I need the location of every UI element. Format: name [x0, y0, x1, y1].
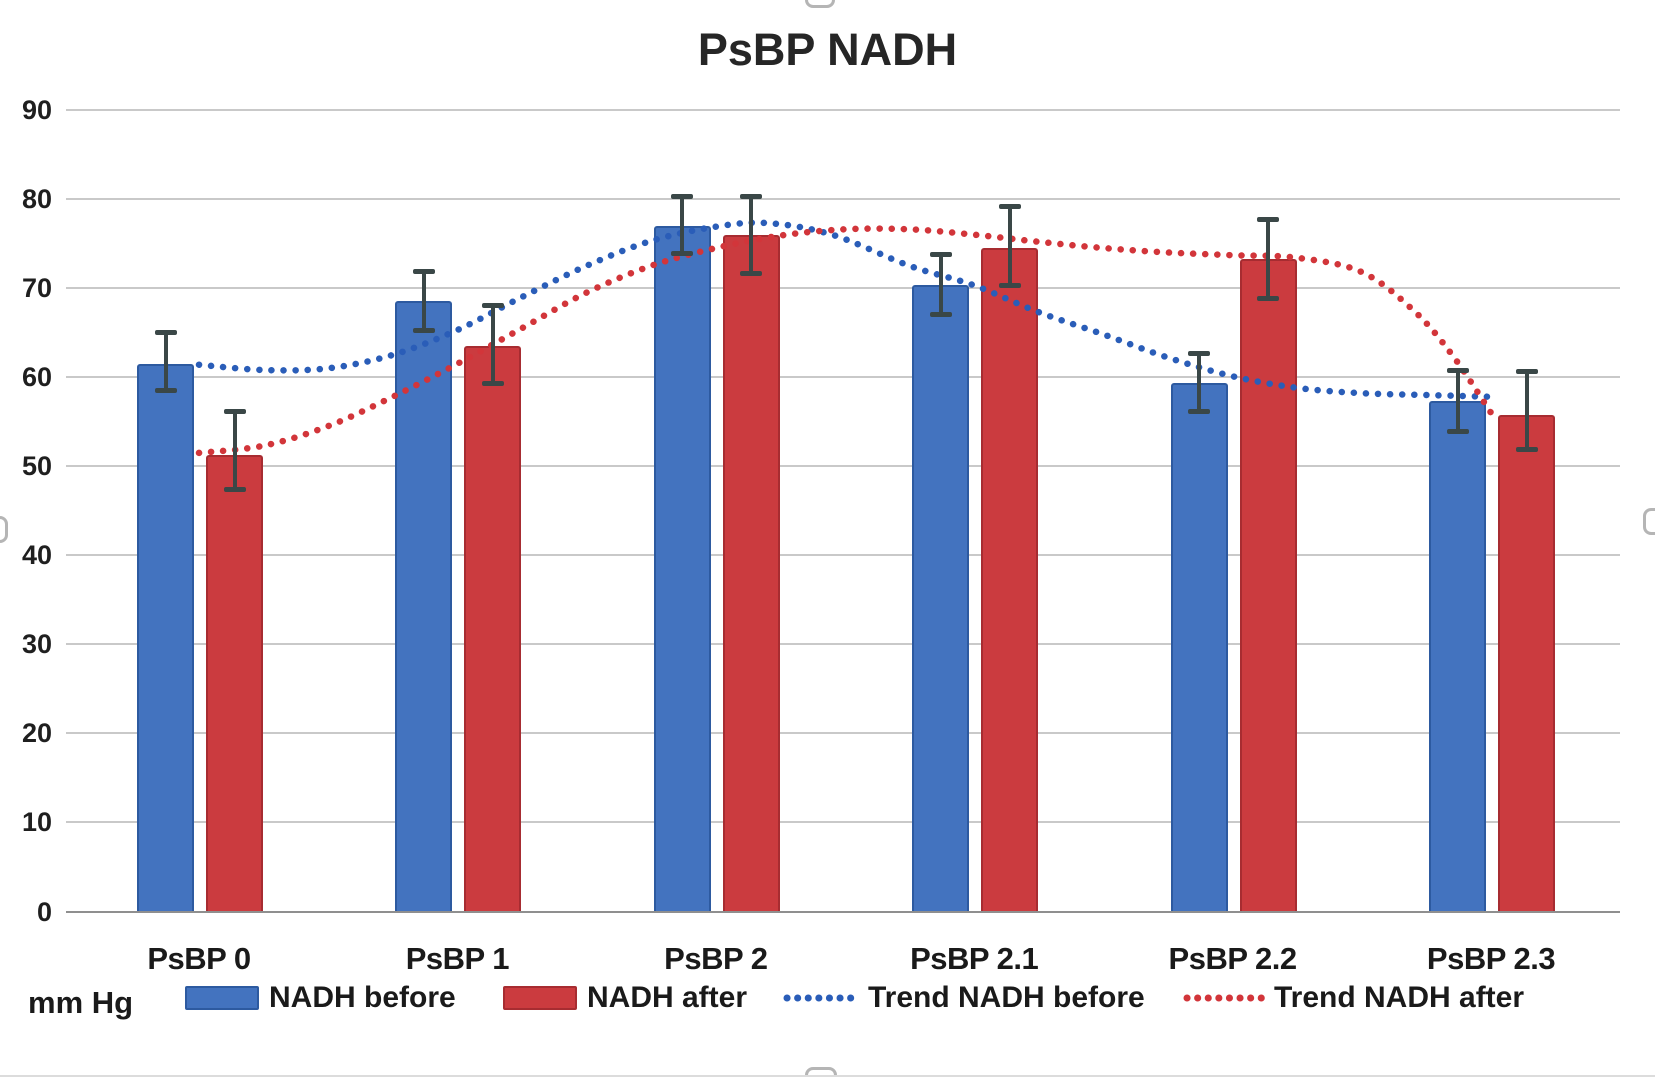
error-bar-before-5: [1455, 371, 1460, 430]
gridline-50: [66, 465, 1620, 468]
error-bar-before-4: [1197, 354, 1202, 411]
error-cap-bottom: [929, 312, 952, 318]
error-cap-bottom: [671, 251, 694, 257]
error-bar-before-3: [938, 256, 943, 314]
error-bar-after-3: [1007, 207, 1012, 284]
error-bar-before-2: [680, 198, 685, 253]
y-axis-unit-label: mm Hg: [28, 985, 134, 1020]
selection-handle-top[interactable]: [805, 0, 835, 8]
bar-after-0[interactable]: [206, 454, 263, 912]
error-cap-bottom: [740, 271, 763, 277]
error-cap-bottom: [998, 282, 1021, 288]
error-cap-top: [740, 194, 763, 200]
error-bar-after-1: [490, 306, 495, 382]
x-axis-line: [66, 910, 1620, 913]
trendline-after[interactable]: [195, 225, 1495, 457]
selection-handle-right[interactable]: [1643, 508, 1655, 535]
error-cap-top: [1515, 368, 1538, 374]
error-cap-top: [1188, 350, 1211, 356]
error-cap-bottom: [223, 486, 246, 492]
bar-after-4[interactable]: [1239, 258, 1297, 912]
trendline-before[interactable]: [195, 219, 1495, 401]
legend-label-0[interactable]: NADH before: [269, 981, 456, 1014]
x-tick-label-0: PsBP 0: [147, 941, 251, 976]
error-bar-after-4: [1266, 221, 1271, 297]
error-cap-bottom: [412, 328, 435, 334]
chart-frame-edge: [0, 1075, 1655, 1077]
error-cap-top: [998, 203, 1021, 209]
bar-before-0[interactable]: [137, 363, 194, 912]
error-bar-before-1: [421, 272, 426, 330]
error-cap-top: [1446, 367, 1469, 373]
gridline-70: [66, 287, 1620, 290]
error-cap-top: [223, 408, 246, 414]
legend-label-2[interactable]: Trend NADH before: [868, 981, 1145, 1014]
gridline-80: [66, 198, 1620, 201]
bar-after-5[interactable]: [1498, 414, 1555, 912]
bar-after-3[interactable]: [981, 248, 1039, 912]
y-tick-label-60: 60: [21, 362, 52, 393]
selection-handle-left[interactable]: [0, 516, 8, 543]
bar-before-5[interactable]: [1429, 401, 1486, 912]
error-cap-top: [671, 194, 694, 200]
error-cap-bottom: [1188, 409, 1211, 415]
x-tick-label-5: PsBP 2.3: [1426, 941, 1556, 976]
y-tick-label-40: 40: [21, 540, 52, 571]
bar-after-1[interactable]: [464, 345, 522, 912]
error-cap-bottom: [1515, 447, 1538, 453]
error-cap-bottom: [1257, 296, 1280, 301]
bar-before-4[interactable]: [1170, 383, 1228, 912]
legend-dotted-sample-trend-before[interactable]: [783, 991, 863, 1005]
chart-title[interactable]: PsBP NADH: [697, 24, 958, 75]
y-tick-label-20: 20: [21, 718, 52, 749]
legend-label-1[interactable]: NADH after: [587, 981, 748, 1014]
gridline-30: [66, 643, 1620, 646]
x-tick-label-4: PsBP 2.2: [1168, 941, 1298, 976]
y-tick-label-90: 90: [21, 94, 52, 125]
y-tick-label-10: 10: [21, 807, 52, 838]
gridline-20: [66, 732, 1620, 735]
legend-dotted-sample-trend-after[interactable]: [1183, 991, 1268, 1005]
bar-before-1[interactable]: [395, 301, 453, 912]
legend-label-3[interactable]: Trend NADH after: [1274, 981, 1525, 1014]
error-cap-top: [154, 330, 177, 336]
y-tick-label-50: 50: [21, 451, 52, 482]
x-tick-label-2: PsBP 2: [664, 941, 768, 976]
y-tick-label-30: 30: [21, 629, 52, 660]
error-cap-bottom: [481, 380, 504, 386]
error-cap-bottom: [154, 387, 177, 393]
selection-handle-bottom[interactable]: [805, 1067, 837, 1077]
gridline-10: [66, 821, 1620, 824]
y-tick-label-70: 70: [21, 273, 52, 304]
error-bar-after-5: [1524, 372, 1529, 449]
gridline-40: [66, 554, 1620, 557]
error-bar-after-2: [749, 198, 754, 273]
x-tick-label-1: PsBP 1: [405, 941, 510, 976]
gridline-60: [66, 376, 1620, 379]
error-cap-top: [929, 252, 952, 258]
error-bar-after-0: [232, 412, 237, 488]
error-cap-top: [1257, 217, 1280, 223]
error-cap-top: [481, 302, 504, 308]
y-tick-label-80: 80: [21, 184, 52, 215]
legend-swatch-nadh-before[interactable]: [185, 986, 259, 1010]
error-cap-bottom: [1446, 428, 1469, 434]
gridline-90: [66, 108, 1620, 111]
bar-after-2[interactable]: [722, 234, 780, 912]
bar-before-2[interactable]: [653, 225, 711, 912]
error-bar-before-0: [163, 334, 168, 389]
x-tick-label-3: PsBP 2.1: [910, 941, 1039, 976]
y-tick-label-0: 0: [36, 896, 52, 927]
bar-before-3[interactable]: [912, 285, 970, 912]
error-cap-top: [412, 268, 435, 274]
legend-swatch-nadh-after[interactable]: [503, 986, 577, 1010]
